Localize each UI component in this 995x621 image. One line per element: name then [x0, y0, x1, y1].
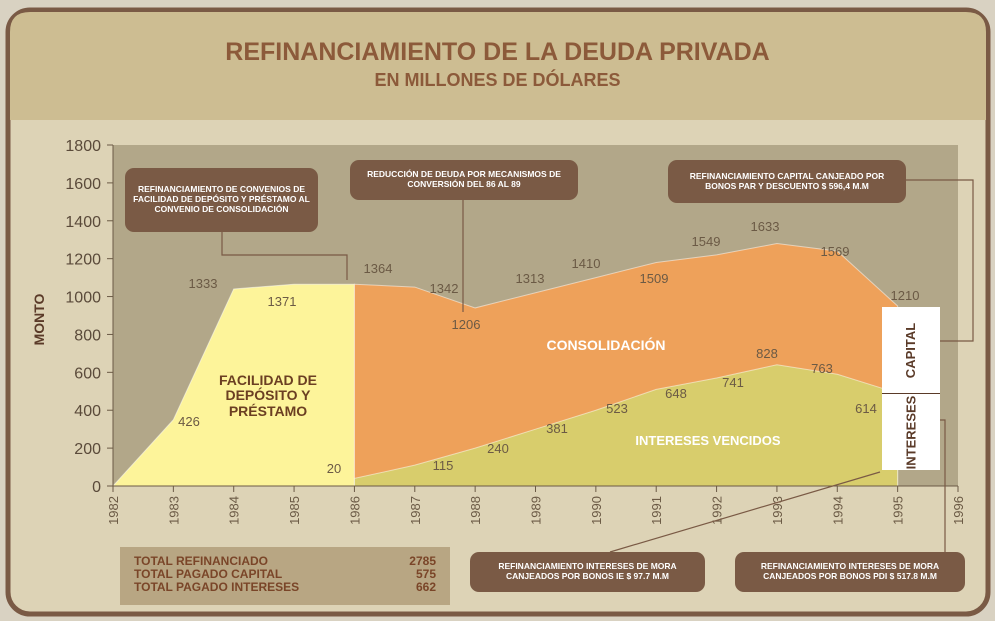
y-axis-label: MONTO	[31, 293, 47, 345]
y-tick-label: 800	[74, 327, 101, 344]
callout: REFINANCIAMIENTO CAPITAL CANJEADO POR BO…	[668, 160, 906, 203]
data-label: 1364	[364, 261, 393, 276]
x-tick-label: 1982	[106, 496, 121, 525]
data-label: 1410	[572, 256, 601, 271]
data-label: 1549	[692, 234, 721, 249]
data-label: 381	[546, 421, 568, 436]
x-tick-label: 1984	[227, 496, 242, 525]
y-tick-label: 200	[74, 441, 101, 458]
y-tick-label: 1600	[65, 176, 101, 193]
data-label: 20	[327, 461, 341, 476]
area-label: INTERESES VENCIDOS	[620, 434, 796, 448]
y-tick-label: 1400	[65, 214, 101, 231]
data-label: 1633	[751, 219, 780, 234]
side-label: CAPITAL	[904, 322, 919, 377]
data-label: 741	[722, 375, 744, 390]
data-label: 1509	[640, 271, 669, 286]
data-label: 523	[606, 401, 628, 416]
data-label: 1210	[891, 288, 920, 303]
data-label: 426	[178, 414, 200, 429]
x-tick-label: 1988	[468, 496, 483, 525]
x-tick-label: 1996	[951, 496, 966, 525]
y-tick-label: 400	[74, 403, 101, 420]
callout: REFINANCIAMIENTO DE CONVENIOS DE FACILID…	[125, 168, 318, 232]
side-box: INTERESES	[882, 394, 940, 470]
data-label: 1342	[430, 281, 459, 296]
x-tick-label: 1994	[830, 496, 845, 525]
data-label: 1206	[452, 317, 481, 332]
x-tick-label: 1990	[589, 496, 604, 525]
data-label: 115	[433, 458, 454, 473]
data-label: 1371	[268, 294, 297, 309]
x-tick-label: 1986	[347, 496, 362, 525]
data-label: 1569	[821, 244, 850, 259]
title: REFINANCIAMIENTO DE LA DEUDA PRIVADA	[0, 38, 995, 67]
y-tick-label: 1000	[65, 290, 101, 307]
summary-label: TOTAL PAGADO INTERESES	[134, 581, 299, 594]
summary-value: 662	[416, 581, 436, 594]
x-tick-label: 1987	[408, 496, 423, 525]
subtitle: EN MILLONES DE DÓLARES	[0, 70, 995, 91]
y-tick-label: 1200	[65, 252, 101, 269]
data-label: 763	[811, 361, 833, 376]
x-tick-label: 1995	[891, 496, 906, 525]
y-tick-label: 1800	[65, 138, 101, 155]
infographic: 0 200 400 600 800 1000 1200 1400 1600 1800 1982 198…	[0, 0, 995, 621]
x-tick-label: 1991	[649, 496, 664, 525]
data-label: 614	[855, 401, 877, 416]
callout: REFINANCIAMIENTO INTERESES DE MORA CANJE…	[470, 552, 705, 592]
data-label: 1333	[189, 276, 218, 291]
x-tick-label: 1983	[166, 496, 181, 525]
data-label: 648	[665, 386, 687, 401]
y-tick-label: 0	[92, 479, 101, 496]
data-label: 828	[756, 346, 778, 361]
callout: REDUCCIÓN DE DEUDA POR MECANISMOS DE CON…	[350, 160, 578, 200]
x-tick-label: 1989	[529, 496, 544, 525]
data-label: 1313	[516, 271, 545, 286]
area-label: FACILIDAD DE DEPÓSITO Y PRÉSTAMO	[198, 373, 338, 419]
side-label: INTERESES	[904, 395, 919, 469]
summary-row: TOTAL PAGADO INTERESES 662	[134, 581, 436, 594]
chart: 0 200 400 600 800 1000 1200 1400 1600 1800 1982 198…	[0, 0, 995, 621]
data-label: 240	[487, 441, 509, 456]
callout: REFINANCIAMIENTO INTERESES DE MORA CANJE…	[735, 552, 965, 592]
y-tick-label: 600	[74, 365, 101, 382]
side-box: CAPITAL	[882, 307, 940, 394]
area-label: CONSOLIDACIÓN	[520, 338, 692, 353]
x-tick-label: 1985	[287, 496, 302, 525]
